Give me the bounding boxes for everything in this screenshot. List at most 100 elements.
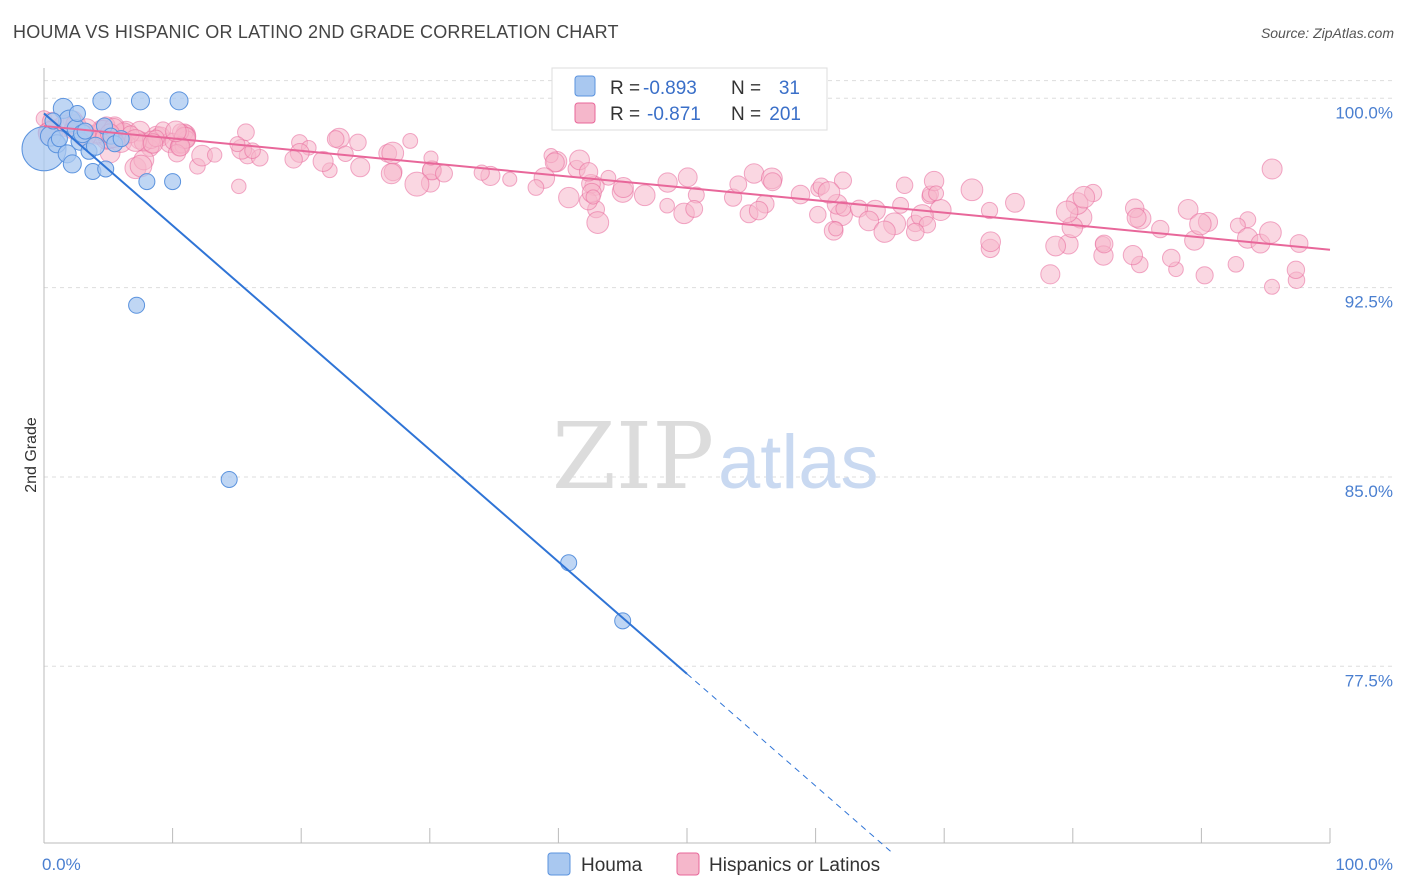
hispanic-point	[905, 222, 925, 242]
houma-point	[85, 136, 105, 156]
bottom-legend-label-houma: Houma	[581, 855, 643, 876]
hispanic-point	[1055, 200, 1079, 224]
hispanic-point	[763, 172, 783, 192]
hispanic-point	[402, 133, 419, 149]
legend-r-label-1: R =	[610, 78, 640, 99]
hispanic-point	[659, 197, 675, 214]
hispanic-point	[657, 172, 678, 193]
hispanic-point	[284, 150, 303, 169]
hispanic-point	[1261, 158, 1283, 180]
hispanic-point	[404, 171, 430, 197]
x-tick-label-0: 0.0%	[42, 855, 81, 874]
hispanic-point	[423, 150, 439, 166]
hispanic-point	[1151, 219, 1170, 239]
hispanic-point	[873, 220, 896, 243]
hispanic-point	[558, 186, 580, 209]
hispanic-point	[237, 123, 255, 142]
houma-point	[92, 91, 112, 111]
hispanic-point	[142, 133, 164, 154]
bottom-legend-swatch-houma	[547, 852, 571, 876]
bottom-legend-label-hispanic: Hispanics or Latinos	[709, 855, 880, 876]
x-tick-label-100: 100.0%	[1335, 855, 1393, 874]
hispanic-point	[326, 130, 345, 148]
bottom-legend-swatch-hispanic	[676, 852, 700, 876]
hispanic-point	[1040, 264, 1061, 285]
hispanic-point	[165, 120, 187, 143]
hispanic-point	[578, 162, 599, 182]
hispanic-point	[960, 178, 984, 202]
hispanic-point	[1229, 217, 1246, 234]
hispanic-point	[1227, 256, 1245, 273]
source-label: Source: ZipAtlas.com	[1260, 25, 1394, 41]
hispanic-point	[586, 211, 610, 234]
hispanic-point	[1259, 221, 1282, 244]
y-tick-labels: 100.0% 92.5% 85.0% 77.5%	[1335, 103, 1393, 690]
legend-n-value-1: 31	[779, 78, 800, 99]
hispanic-point	[527, 179, 545, 196]
hispanic-point	[1005, 192, 1025, 213]
hispanic-point	[435, 164, 453, 183]
hispanic-point	[685, 199, 704, 218]
hispanic-point	[835, 200, 852, 217]
hispanic-point	[858, 210, 880, 232]
hispanic-point	[502, 171, 518, 187]
stats-legend: R = -0.893 N = 31 R = -0.871 N = 201	[551, 67, 828, 131]
hispanic-point	[1263, 278, 1280, 295]
hispanic-point	[600, 169, 617, 186]
hispanic-point	[895, 176, 914, 195]
hispanic-point	[1195, 266, 1214, 285]
hispanic-point	[380, 162, 403, 185]
houma-point	[560, 554, 578, 572]
houma-point	[68, 104, 86, 122]
hispanic-point	[585, 189, 601, 205]
hispanic-point	[892, 196, 910, 214]
hispanic-points	[35, 110, 1309, 295]
trend-lines	[43, 112, 1331, 854]
hispanic-point	[1286, 260, 1306, 280]
houma-point	[164, 173, 182, 191]
hispanic-point	[1289, 234, 1309, 253]
houma-point	[220, 470, 238, 488]
hispanic-point	[809, 205, 827, 224]
hispanic-point	[1122, 245, 1144, 266]
hispanic-point	[231, 178, 247, 195]
hispanic-point	[312, 150, 334, 172]
y-tick-label-3: 77.5%	[1345, 671, 1393, 690]
hispanic-point	[729, 175, 748, 194]
hispanic-point	[1126, 207, 1147, 228]
y-tick-label-2: 85.0%	[1345, 482, 1393, 501]
legend-swatch-houma	[574, 75, 596, 97]
hispanic-trend-line	[43, 125, 1331, 251]
legend-n-label-1: N =	[731, 78, 761, 99]
houma-point	[169, 91, 189, 111]
hispanic-point	[748, 200, 769, 221]
houma-point	[50, 130, 68, 148]
hispanic-point	[206, 147, 223, 163]
hispanic-point	[1094, 234, 1114, 254]
legend-n-value-2: 201	[769, 104, 801, 125]
legend-r-value-2: -0.871	[647, 104, 701, 125]
hispanic-point	[790, 184, 811, 205]
hispanic-point	[833, 171, 853, 190]
legend-r-label-2: R =	[610, 104, 640, 125]
hispanic-point	[928, 185, 945, 202]
houma-point	[130, 91, 150, 111]
watermark-atlas: atlas	[718, 420, 879, 505]
legend-swatch-hispanic	[574, 102, 596, 124]
houma-point	[62, 154, 82, 174]
watermark-zip: ZIP	[552, 403, 714, 510]
gridlines	[44, 80, 1393, 667]
hispanic-point	[1189, 212, 1212, 236]
houma-trend-line	[43, 112, 688, 675]
hispanic-point	[980, 201, 999, 220]
y-tick-label-0: 100.0%	[1335, 103, 1393, 122]
houma-point	[614, 612, 632, 630]
houma-point	[138, 173, 156, 191]
hispanic-point	[544, 152, 565, 173]
hispanic-point	[828, 221, 844, 237]
houma-point	[128, 296, 146, 314]
hispanic-point	[350, 157, 371, 178]
legend-n-label-2: N =	[731, 104, 761, 125]
hispanic-point	[633, 184, 656, 207]
